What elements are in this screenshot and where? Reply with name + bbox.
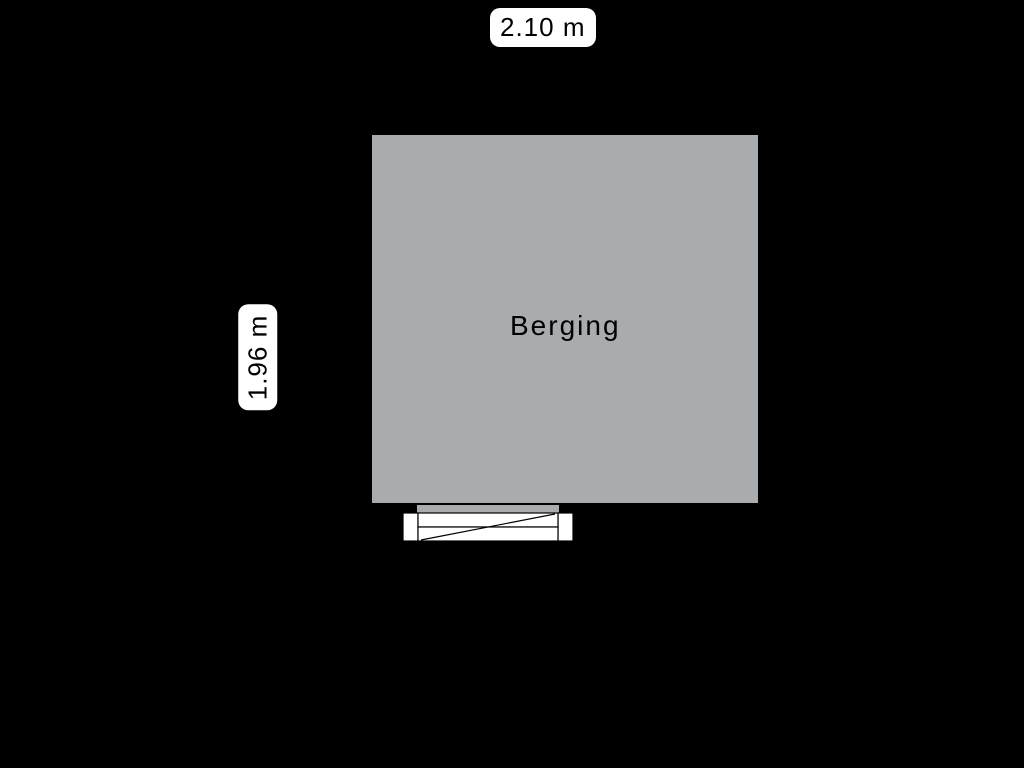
dimension-width-label: 2.10 m (490, 8, 596, 47)
floorplan-canvas: Berging 2.10 m 1.96 m (0, 0, 1024, 768)
dimension-height-label: 1.96 m (238, 305, 277, 411)
door-symbol (403, 505, 573, 565)
room-label: Berging (510, 310, 621, 342)
